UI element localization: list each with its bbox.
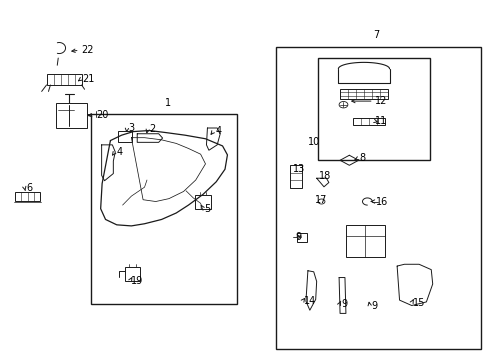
Text: 6: 6 [26, 183, 32, 193]
Text: 19: 19 [131, 276, 143, 286]
Text: 7: 7 [372, 30, 379, 40]
Text: 3: 3 [128, 123, 134, 133]
Bar [352, 118, 384, 126]
Text: 16: 16 [375, 197, 387, 207]
Text: 11: 11 [374, 116, 386, 126]
Bar [296, 233, 307, 242]
Bar [46, 74, 81, 85]
Text: 22: 22 [81, 45, 94, 55]
Text: 18: 18 [319, 171, 331, 181]
Text: 12: 12 [374, 96, 387, 106]
Bar [91, 114, 237, 304]
Bar [289, 165, 301, 188]
Text: 15: 15 [412, 298, 425, 308]
Text: 4: 4 [116, 147, 122, 157]
Text: 8: 8 [358, 153, 365, 163]
Bar [15, 192, 40, 201]
Text: 4: 4 [215, 126, 221, 136]
Text: 9: 9 [340, 299, 346, 309]
Bar [56, 103, 87, 128]
Text: 2: 2 [149, 124, 155, 134]
Text: 10: 10 [307, 138, 320, 147]
Bar [339, 89, 387, 99]
Bar [276, 47, 480, 348]
Bar [345, 225, 384, 257]
Bar [125, 267, 140, 281]
Text: 21: 21 [82, 74, 95, 84]
Bar [317, 58, 429, 160]
Text: 17: 17 [315, 195, 327, 205]
Text: 9: 9 [295, 232, 301, 242]
Text: 20: 20 [96, 110, 108, 120]
Text: 9: 9 [370, 301, 377, 311]
Text: 14: 14 [304, 296, 316, 306]
Text: 1: 1 [164, 98, 171, 108]
Bar [118, 131, 132, 142]
Bar [195, 195, 210, 209]
Text: 5: 5 [204, 204, 210, 214]
Text: 13: 13 [293, 164, 305, 174]
